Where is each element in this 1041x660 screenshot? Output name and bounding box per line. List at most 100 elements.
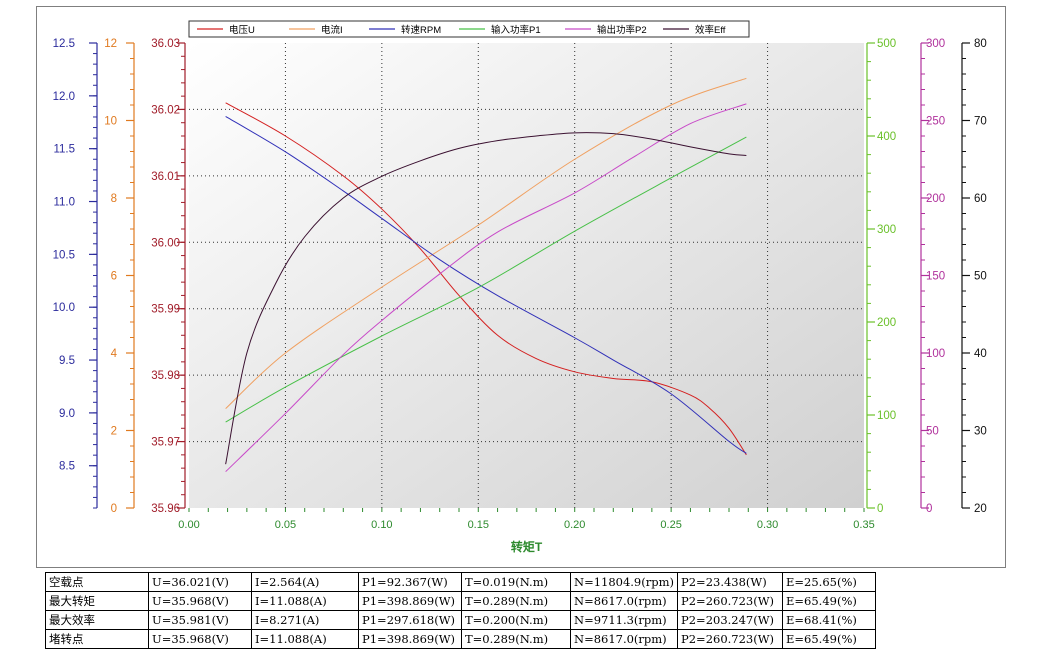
table-row: 最大效率 U=35.981(V) I=8.271(A) P1=297.618(W) T=… [45, 610, 876, 630]
legend-label: 电压U [229, 24, 255, 36]
table-row: 最大转矩 U=35.968(V) I=11.088(A) P1=398.869(W) T… [45, 591, 876, 611]
table-cell: E=68.41(%) [782, 610, 876, 630]
table-cell: U=35.968(V) [148, 629, 252, 649]
table-cell: T=0.200(N.m) [461, 610, 571, 630]
axis-label-volt: 36.02 [151, 104, 180, 116]
axis-label-cur: 2 [111, 426, 117, 438]
table-cell: I=11.088(A) [251, 629, 359, 649]
table-cell: T=0.289(N.m) [461, 629, 571, 649]
table-cell: P2=260.723(W) [677, 591, 783, 611]
table-cell: P2=203.247(W) [677, 610, 783, 630]
x-tick-label: 0.10 [371, 519, 392, 531]
table-cell: I=11.088(A) [251, 591, 359, 611]
axis-label-eff: 50 [974, 271, 987, 283]
axis-label-eff: 40 [974, 348, 987, 360]
axis-label-p1: 100 [877, 410, 896, 422]
row-header-cell: 空载点 [45, 572, 149, 592]
table-cell: U=35.968(V) [148, 591, 252, 611]
chart: 0.00 0.05 0.10 0.15 0.20 0.25 0.30 0.35 转矩T 8.5 9.… [53, 20, 987, 554]
axis-label-rpm: 9.0 [59, 408, 75, 420]
axis-label-eff: 60 [974, 193, 987, 205]
stats-table: 空载点 U=36.021(V) I=2.564(A) P1=92.367(W) T=0.… [45, 572, 876, 649]
axis-label-eff: 30 [974, 426, 987, 438]
axis-label-volt: 35.97 [151, 437, 180, 449]
axis-label-p1: 400 [877, 131, 896, 143]
axis-label-volt: 36.00 [151, 237, 180, 249]
table-cell: E=65.49(%) [782, 629, 876, 649]
legend-label: 输出功率P2 [597, 24, 647, 36]
axis-label-rpm: 9.5 [59, 355, 75, 367]
x-tick-label: 0.20 [564, 519, 585, 531]
table-cell: U=36.021(V) [148, 572, 252, 592]
x-tick-label: 0.00 [178, 519, 199, 531]
axis-label-volt: 35.99 [151, 304, 180, 316]
table-cell: P1=297.618(W) [358, 610, 462, 630]
axis-label-p1: 300 [877, 224, 896, 236]
table-cell: P2=260.723(W) [677, 629, 783, 649]
table-cell: U=35.981(V) [148, 610, 252, 630]
axis-label-volt: 35.96 [151, 503, 180, 515]
axis-label-eff: 20 [974, 503, 987, 515]
table-cell: N=9711.3(rpm) [570, 610, 678, 630]
series-line-4 [225, 103, 747, 473]
axis-label-volt: 35.98 [151, 370, 180, 382]
axis-label-rpm: 11.0 [53, 197, 75, 209]
legend-label: 转速RPM [401, 24, 441, 36]
axis-label-p2: 100 [926, 348, 945, 360]
x-tick-label: 0.15 [468, 519, 489, 531]
row-header-cell: 堵转点 [45, 629, 149, 649]
table-cell: I=8.271(A) [251, 610, 359, 630]
series-line-3 [225, 136, 747, 423]
axis-label-cur: 10 [104, 116, 117, 128]
axis-label-cur: 6 [111, 271, 117, 283]
axis-label-cur: 8 [111, 193, 117, 205]
axis-label-p1: 500 [877, 38, 896, 50]
legend-label: 电流I [321, 24, 343, 36]
series-line-2 [225, 116, 747, 454]
table-cell: E=25.65(%) [782, 572, 876, 592]
x-tick-label: 0.25 [660, 519, 681, 531]
axis-label-p1: 0 [877, 503, 883, 515]
x-tick-label: 0.30 [757, 519, 778, 531]
axis-label-rpm: 12.0 [53, 91, 75, 103]
axis-label-p2: 250 [926, 116, 945, 128]
axis-label-volt: 36.03 [151, 38, 180, 50]
table-cell: N=8617.0(rpm) [570, 591, 678, 611]
table-cell: P1=398.869(W) [358, 591, 462, 611]
table-cell: T=0.019(N.m) [461, 572, 571, 592]
axis-label-volt: 36.01 [151, 171, 180, 183]
table-cell: P2=23.438(W) [677, 572, 783, 592]
table-cell: I=2.564(A) [251, 572, 359, 592]
table-cell: P1=398.869(W) [358, 629, 462, 649]
x-tick-label: 0.35 [853, 519, 874, 531]
axis-label-rpm: 11.5 [53, 144, 75, 156]
table-row: 堵转点 U=35.968(V) I=11.088(A) P1=398.869(W) T=… [45, 629, 876, 649]
row-header-cell: 最大转矩 [45, 591, 149, 611]
axis-label-rpm: 8.5 [59, 461, 75, 473]
axis-label-rpm: 10.0 [53, 302, 75, 314]
table-cell: T=0.289(N.m) [461, 591, 571, 611]
axis-label-eff: 70 [974, 116, 987, 128]
axis-label-p2: 0 [926, 503, 932, 515]
axis-label-p2: 150 [926, 271, 945, 283]
x-tick-label: 0.05 [275, 519, 296, 531]
axis-label-rpm: 10.5 [53, 249, 75, 261]
axis-label-p2: 50 [926, 426, 939, 438]
table-cell: N=8617.0(rpm) [570, 629, 678, 649]
legend-label: 效率Eff [695, 24, 726, 36]
table-cell: E=65.49(%) [782, 591, 876, 611]
axis-label-rpm: 12.5 [53, 38, 75, 50]
axis-label-cur: 4 [111, 348, 118, 360]
stats-body: 空载点 U=36.021(V) I=2.564(A) P1=92.367(W) T=0.… [45, 572, 876, 649]
table-cell: P1=92.367(W) [358, 572, 462, 592]
axis-label-cur: 12 [104, 38, 117, 50]
axis-label-eff: 80 [974, 38, 987, 50]
x-axis-title: 转矩T [511, 539, 543, 554]
series-line-1 [225, 77, 747, 410]
chart-frame: 0.00 0.05 0.10 0.15 0.20 0.25 0.30 0.35 转矩T 8.5 9.… [36, 6, 1006, 568]
axis-label-cur: 0 [111, 503, 117, 515]
series-line-5 [225, 132, 747, 465]
axis-label-p2: 300 [926, 38, 945, 50]
axis-label-p1: 200 [877, 317, 896, 329]
table-row: 空载点 U=36.021(V) I=2.564(A) P1=92.367(W) T=0.… [45, 572, 876, 592]
